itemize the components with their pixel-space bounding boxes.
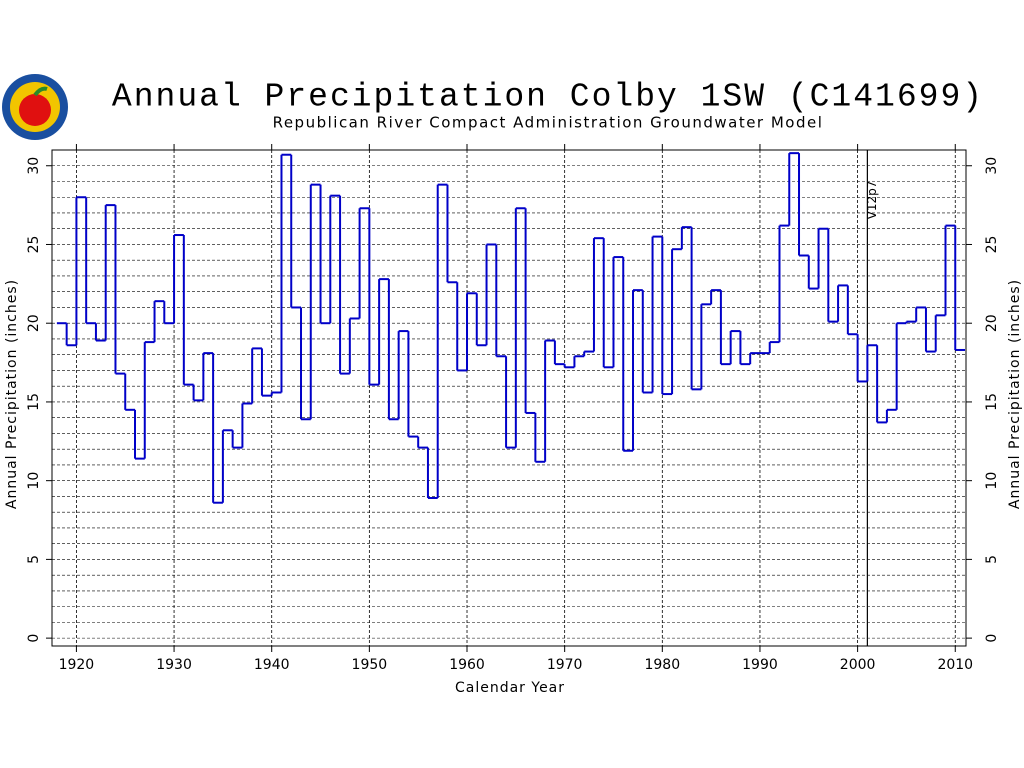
y-tick-label: 5 bbox=[26, 555, 42, 564]
y2-tick-label: 20 bbox=[984, 314, 1000, 332]
x-tick-label: 1940 bbox=[254, 657, 290, 673]
y-tick-label: 15 bbox=[26, 393, 42, 411]
y-tick-label: 10 bbox=[26, 472, 42, 490]
annotation: V12p7 bbox=[865, 181, 879, 220]
x-tick-label: 2000 bbox=[840, 657, 876, 673]
y2-tick-label: 30 bbox=[984, 157, 1000, 175]
y2-tick-label: 15 bbox=[984, 393, 1000, 411]
y2-tick-label: 25 bbox=[984, 236, 1000, 254]
y2-tick-label: 10 bbox=[984, 472, 1000, 490]
logo bbox=[2, 74, 68, 140]
chart-title: Annual Precipitation Colby 1SW (C141699) bbox=[112, 79, 984, 116]
y-tick-label: 25 bbox=[26, 236, 42, 254]
y2-tick-label: 5 bbox=[984, 555, 1000, 564]
x-tick-label: 1960 bbox=[449, 657, 485, 673]
chart-subtitle: Republican River Compact Administration … bbox=[273, 114, 824, 132]
y-tick-label: 0 bbox=[26, 634, 42, 643]
y2-axis-label: Annual Precipitation (inches) bbox=[1007, 279, 1023, 509]
y2-tick-label: 0 bbox=[984, 634, 1000, 643]
x-tick-label: 1990 bbox=[742, 657, 778, 673]
x-tick-label: 2010 bbox=[937, 657, 973, 673]
y-tick-label: 20 bbox=[26, 314, 42, 332]
x-tick-label: 1920 bbox=[59, 657, 95, 673]
x-tick-label: 1980 bbox=[644, 657, 680, 673]
x-tick-label: 1970 bbox=[547, 657, 583, 673]
plot-frame bbox=[51, 149, 967, 647]
x-tick-label: 1950 bbox=[352, 657, 388, 673]
x-tick-label: 1930 bbox=[156, 657, 192, 673]
y-axis-label: Annual Precipitation (inches) bbox=[4, 279, 20, 509]
x-axis-label: Calendar Year bbox=[455, 680, 565, 696]
y-tick-label: 30 bbox=[26, 157, 42, 175]
